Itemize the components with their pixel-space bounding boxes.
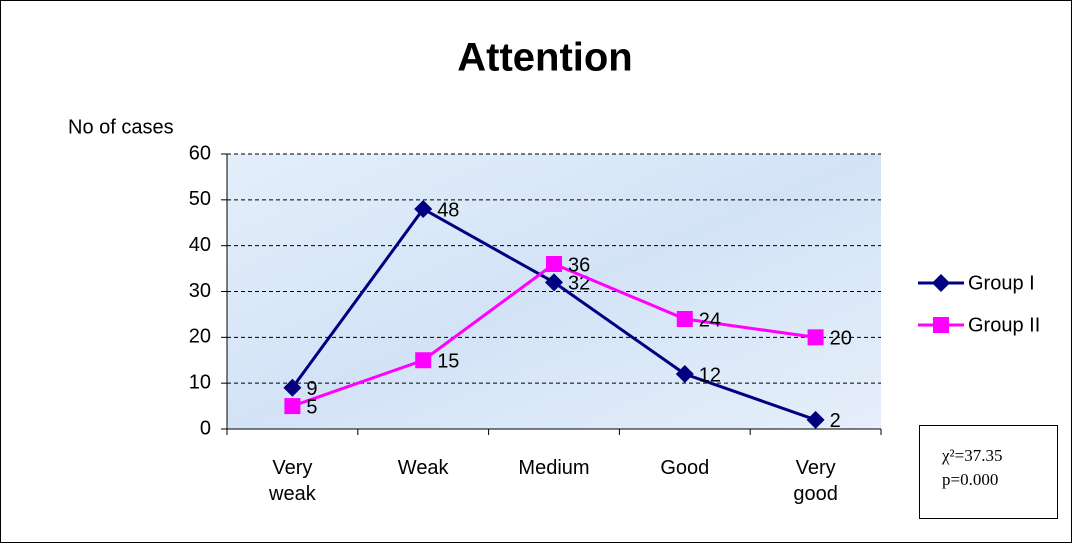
data-label: 24	[699, 309, 721, 331]
legend-marker	[933, 317, 949, 333]
data-label: 36	[568, 254, 590, 276]
point	[414, 200, 433, 218]
data-label: 48	[437, 199, 459, 221]
point	[284, 398, 301, 415]
y-tick-label: 60	[189, 142, 211, 164]
y-tick-label: 40	[189, 234, 211, 256]
data-label: 5	[306, 396, 317, 418]
point	[415, 352, 432, 369]
x-tick-label: Very good	[793, 457, 838, 505]
data-label: 2	[830, 410, 841, 432]
data-label: 15	[437, 351, 459, 373]
data-label: 12	[699, 364, 721, 386]
x-tick-label: Weak	[397, 457, 449, 479]
y-tick-label: 0	[200, 417, 211, 439]
point	[283, 378, 302, 397]
point	[676, 311, 693, 327]
legend-label: Group I	[968, 272, 1035, 294]
x-tick-label: Good	[660, 457, 710, 479]
y-tick-label: 50	[189, 188, 211, 210]
data-label: 20	[830, 328, 852, 350]
point	[806, 410, 825, 429]
annotation-line: χ²=37.35	[942, 446, 1003, 465]
annotation-line: p=0.000	[942, 470, 999, 489]
legend-marker	[932, 274, 950, 292]
annotation: χ²=37.35 p=0.000	[919, 425, 1058, 519]
data-label: 9	[306, 378, 317, 400]
point	[807, 329, 824, 346]
point	[675, 365, 694, 383]
point	[546, 256, 562, 272]
y-axis-label: No of cases	[68, 116, 174, 138]
y-tick-label: 20	[189, 326, 211, 348]
x-tick-label: Medium	[518, 457, 590, 479]
x-tick-label: Very weak	[269, 457, 316, 505]
y-tick-label: 30	[189, 280, 211, 302]
legend-label: Group II	[968, 314, 1040, 336]
y-tick-label: 10	[189, 371, 211, 393]
point	[545, 273, 563, 292]
chart-title: Attention	[457, 36, 633, 80]
